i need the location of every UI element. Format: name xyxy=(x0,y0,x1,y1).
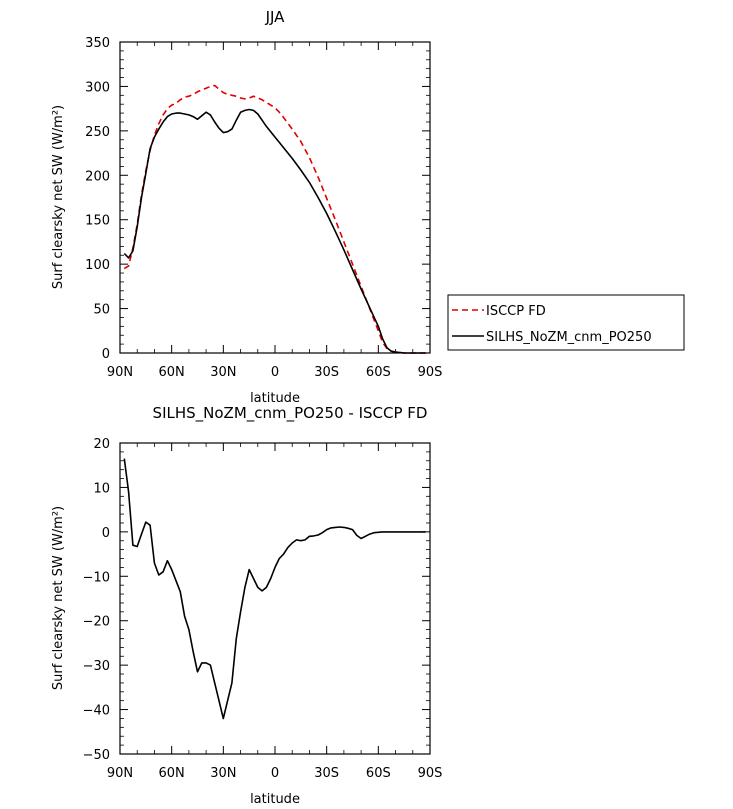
bottom-chart-y-tick-label: −10 xyxy=(83,570,110,585)
top-chart-y-tick-label: 300 xyxy=(85,80,110,95)
top-chart-frame xyxy=(119,41,431,354)
top-chart-y-tick-label: 350 xyxy=(85,36,110,51)
bottom-chart-title: SILHS_NoZM_cnm_PO250 - ISCCP FD xyxy=(153,404,428,423)
bottom-chart-x-tick-label: 60S xyxy=(366,766,391,781)
top-chart-y-tick-label: 100 xyxy=(85,258,110,273)
legend: ISCCP FD SILHS_NoZM_cnm_PO250 xyxy=(447,294,685,351)
top-chart-x-tick-label: 0 xyxy=(271,365,279,380)
bottom-chart-y-tick-label: 10 xyxy=(93,481,110,496)
bottom-chart-x-axis-label: latitude xyxy=(250,792,300,807)
bottom-chart-y-tick-label: −20 xyxy=(83,615,110,630)
bottom-chart-x-tick-label: 30N xyxy=(210,766,236,781)
bottom-chart-x-tick-label: 30S xyxy=(314,766,339,781)
bottom-chart-frame xyxy=(119,442,431,755)
bottom-chart-y-tick-label: 20 xyxy=(93,437,110,452)
bottom-chart-series xyxy=(123,458,426,720)
bottom-chart-y-ticks: −50 −40 −30 −20 −10 0 10 20 xyxy=(83,437,430,763)
top-chart-x-tick-label: 90S xyxy=(418,365,443,380)
top-chart-series-line-1 xyxy=(123,108,426,354)
top-chart-x-ticks: 90N 60N 30N 0 30S 60S 90S xyxy=(107,42,443,380)
top-chart-series xyxy=(123,84,426,354)
top-chart-y-tick-label: 50 xyxy=(93,303,110,318)
top-chart-x-tick-label: 30N xyxy=(210,365,236,380)
bottom-chart-x-tick-label: 90N xyxy=(107,766,133,781)
top-chart-x-axis-label: latitude xyxy=(250,391,300,406)
top-chart-series-line-0 xyxy=(123,84,426,354)
top-chart-x-tick-label: 30S xyxy=(314,365,339,380)
bottom-chart-y-tick-label: −30 xyxy=(83,659,110,674)
bottom-chart-series-line-0 xyxy=(123,458,426,720)
bottom-chart: SILHS_NoZM_cnm_PO250 - ISCCP FD −50 −40 −3… xyxy=(51,404,442,807)
bottom-chart-x-tick-label: 60N xyxy=(159,766,185,781)
top-chart-y-ticks: 0 50 100 150 200 250 300 350 xyxy=(85,36,430,362)
bottom-chart-y-tick-label: 0 xyxy=(102,526,110,541)
bottom-chart-y-tick-label: −40 xyxy=(83,704,110,719)
bottom-chart-y-tick-label: −50 xyxy=(83,748,110,763)
top-chart-y-tick-label: 250 xyxy=(85,125,110,140)
top-chart-x-tick-label: 90N xyxy=(107,365,133,380)
top-chart: JJA 0 50 100 150 200 250 300 350 90N 60N 30N 0 30S 6… xyxy=(51,8,685,406)
top-chart-y-axis-label: Surf clearsky net SW (W/m²) xyxy=(51,105,66,289)
top-chart-y-tick-label: 200 xyxy=(85,169,110,184)
legend-box xyxy=(447,294,685,351)
bottom-chart-y-axis-label: Surf clearsky net SW (W/m²) xyxy=(51,506,66,690)
top-chart-y-tick-label: 150 xyxy=(85,214,110,229)
top-chart-x-tick-label: 60N xyxy=(159,365,185,380)
bottom-chart-x-tick-label: 0 xyxy=(271,766,279,781)
legend-label-silhs: SILHS_NoZM_cnm_PO250 xyxy=(486,330,652,345)
top-chart-x-tick-label: 60S xyxy=(366,365,391,380)
bottom-chart-x-ticks: 90N 60N 30N 0 30S 60S 90S xyxy=(107,443,443,781)
bottom-chart-x-tick-label: 90S xyxy=(418,766,443,781)
top-chart-y-tick-label: 0 xyxy=(102,347,110,362)
legend-label-isccp: ISCCP FD xyxy=(486,304,546,319)
top-chart-title: JJA xyxy=(265,8,286,26)
